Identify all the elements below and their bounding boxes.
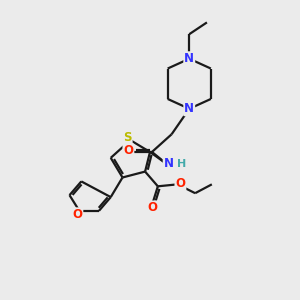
Text: O: O (123, 145, 134, 158)
Text: O: O (147, 201, 157, 214)
Text: N: N (184, 102, 194, 115)
Text: H: H (177, 159, 186, 169)
Text: N: N (164, 157, 174, 170)
Text: S: S (123, 131, 132, 144)
Text: O: O (72, 208, 82, 221)
Text: O: O (176, 177, 185, 190)
Text: N: N (184, 52, 194, 65)
